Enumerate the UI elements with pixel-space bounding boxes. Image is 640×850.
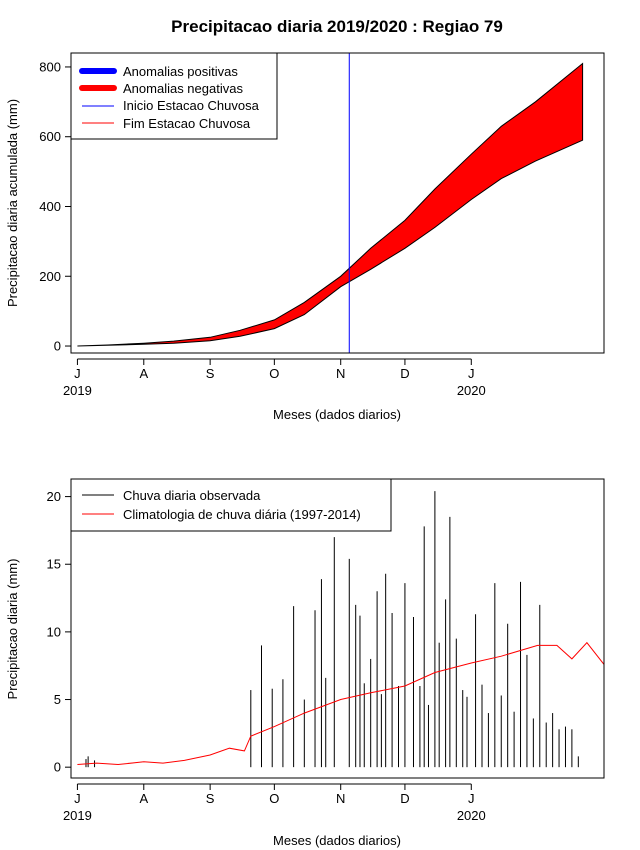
bottom-y-tick-label: 0 (54, 760, 61, 775)
top-legend: Anomalias positivas Anomalias negativas … (70, 52, 278, 140)
top-legend-box (70, 52, 278, 140)
bottom-x-year-label: 2020 (457, 808, 486, 823)
bottom-y-axis-label: Precipitacao diaria (mm) (5, 559, 20, 700)
top-y-tick-label: 0 (54, 339, 61, 354)
top-y-tick-label: 600 (39, 129, 61, 144)
top-x-tick-label: S (206, 366, 215, 381)
bottom-y-tick-label: 10 (47, 624, 61, 639)
bottom-x-tick-label: J (468, 791, 475, 806)
bottom-chart-bars (85, 491, 579, 768)
bottom-x-axis: J A S O N D J 2019 2020 (63, 783, 486, 823)
top-y-axis-label: Precipitacao diaria acumulada (mm) (5, 99, 20, 307)
top-y-axis: 0 200 400 600 800 (39, 59, 71, 354)
bottom-climatology-line (77, 641, 605, 766)
top-y-tick-label: 200 (39, 269, 61, 284)
bottom-y-tick-label: 15 (47, 557, 61, 572)
legend-negative-label: Anomalias negativas (123, 81, 243, 96)
legend-start-label: Inicio Estacao Chuvosa (123, 98, 260, 113)
legend-end-label: Fim Estacao Chuvosa (123, 116, 251, 131)
bottom-chart: 0 5 10 15 20 J A S O N D J 2019 2020 Meses (dados di… (5, 478, 605, 848)
top-x-tick-label: J (468, 366, 475, 381)
top-x-tick-label: J (74, 366, 81, 381)
bottom-x-axis-label: Meses (dados diarios) (273, 833, 401, 848)
negative-anomaly-band (77, 62, 584, 347)
bottom-x-tick-label: N (336, 791, 345, 806)
top-x-tick-label: O (269, 366, 279, 381)
bottom-legend: Chuva diaria observada Climatologia de c… (70, 478, 392, 532)
top-x-tick-label: N (336, 366, 345, 381)
bottom-y-tick-label: 20 (47, 489, 61, 504)
top-x-axis-label: Meses (dados diarios) (273, 407, 401, 422)
bottom-x-year-label: 2019 (63, 808, 92, 823)
bottom-legend-box (70, 478, 392, 532)
top-x-year-label: 2020 (457, 383, 486, 398)
bottom-y-tick-label: 5 (54, 692, 61, 707)
legend-observed-label: Chuva diaria observada (123, 488, 261, 503)
bottom-x-tick-label: A (139, 791, 148, 806)
top-y-tick-label: 400 (39, 199, 61, 214)
top-x-tick-label: A (139, 366, 148, 381)
legend-climatology-label: Climatologia de chuva diária (1997-2014) (123, 507, 361, 522)
top-y-tick-label: 800 (39, 59, 61, 74)
bottom-y-axis: 0 5 10 15 20 (47, 489, 71, 775)
bottom-x-tick-label: S (206, 791, 215, 806)
bottom-x-tick-label: J (74, 791, 81, 806)
legend-positive-label: Anomalias positivas (123, 64, 238, 79)
bottom-x-tick-label: O (269, 791, 279, 806)
top-chart: Precipitacao diaria 2019/2020 : Regiao 7… (5, 17, 605, 422)
top-x-tick-label: D (400, 366, 409, 381)
top-chart-title: Precipitacao diaria 2019/2020 : Regiao 7… (171, 17, 503, 36)
bottom-x-tick-label: D (400, 791, 409, 806)
top-plot-frame (70, 52, 605, 354)
top-chart-bands (77, 62, 584, 347)
top-x-axis: J A S O N D J 2019 2020 (63, 358, 486, 398)
top-x-year-label: 2019 (63, 383, 92, 398)
